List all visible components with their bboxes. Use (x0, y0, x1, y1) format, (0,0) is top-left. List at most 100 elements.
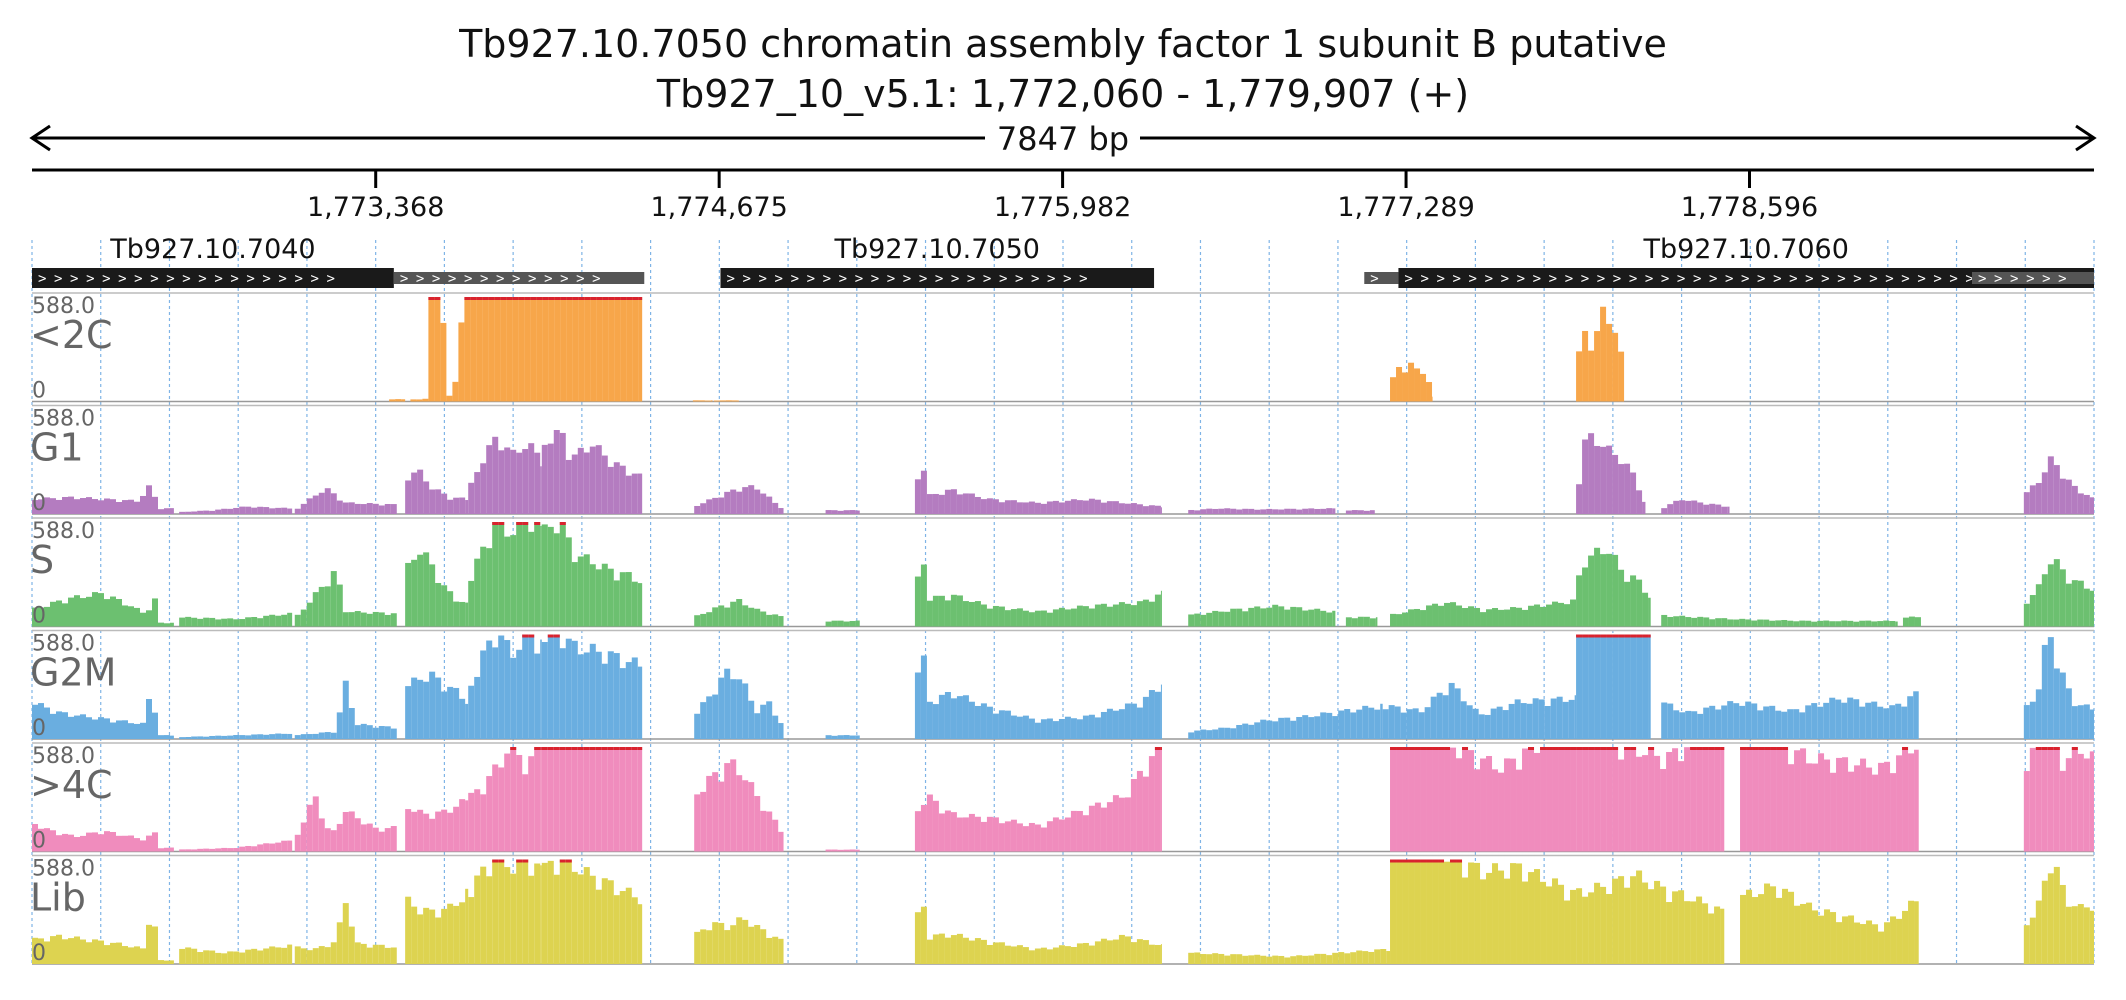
coverage-bar (637, 747, 643, 852)
coverage-bar (110, 831, 116, 852)
coverage-bar (625, 475, 632, 514)
coverage-bar (541, 444, 548, 514)
coverage-bar (536, 297, 543, 402)
coverage-bar (1302, 715, 1309, 739)
coverage-bar (1811, 621, 1818, 627)
coverage-bar (1817, 620, 1824, 627)
coverage-bar (920, 564, 927, 627)
coverage-bar (1082, 942, 1089, 964)
coverage-bar (1106, 708, 1113, 739)
coverage-bar (1594, 547, 1601, 627)
coverage-bar (1848, 915, 1855, 964)
coverage-bar (342, 811, 349, 852)
coverage-bar (134, 501, 140, 514)
coverage-bar (843, 849, 850, 852)
coverage-bar (330, 732, 337, 739)
coverage-bar (1721, 618, 1728, 627)
coverage-bar (336, 823, 343, 852)
coverage-bar (1362, 705, 1369, 739)
coverage-bar (522, 449, 529, 514)
coverage-bar (754, 713, 761, 739)
coverage-bar (1576, 351, 1583, 402)
coverage-bar (713, 400, 720, 402)
coverage-bar (1290, 508, 1297, 514)
coverage-bar (336, 584, 343, 627)
clip-marker (638, 297, 643, 300)
coverage-bar (1046, 718, 1053, 739)
coverage-bar (453, 601, 460, 627)
coverage-bar (1016, 502, 1023, 514)
coverage-bar (1326, 955, 1333, 964)
clip-marker (494, 297, 501, 300)
coverage-bar (2041, 644, 2048, 739)
coverage-bar (110, 499, 116, 514)
coverage-bar (1679, 712, 1686, 739)
coverage-bar (146, 835, 152, 852)
strand-chevrons: >>>>>> (1978, 271, 2074, 287)
clip-marker (553, 747, 560, 750)
coverage-bar (312, 733, 319, 739)
coverage-bar (2089, 497, 2094, 514)
coverage-bar (1606, 893, 1613, 964)
coverage-bar (559, 648, 566, 739)
coverage-bar (354, 611, 361, 627)
coverage-bar (1272, 604, 1279, 627)
coverage-bar (1478, 714, 1485, 739)
coverage-bar (1594, 747, 1601, 852)
clip-marker (1588, 747, 1595, 750)
coverage-bar (2047, 747, 2054, 852)
coverage-bar (766, 614, 773, 627)
clip-marker (637, 747, 643, 750)
clip-marker (565, 747, 572, 750)
clip-marker (584, 297, 591, 300)
coverage-bar (465, 703, 469, 739)
gene-label: Tb927.10.7060 (1643, 234, 1849, 265)
coverage-bar (1345, 617, 1352, 627)
coverage-bar (441, 908, 448, 964)
coverage-bar (1794, 905, 1801, 964)
coverage-bar (1266, 956, 1273, 964)
coverage-bar (962, 695, 969, 739)
coverage-bar (476, 297, 483, 402)
coverage-bar (468, 792, 475, 852)
coverage-bar (269, 614, 276, 627)
coverage-bar (510, 449, 517, 514)
coverage-bar (1375, 617, 1378, 627)
coverage-bar (1836, 922, 1843, 964)
coverage-bar (428, 297, 435, 402)
coverage-bar (1824, 909, 1831, 964)
coverage-bar (1758, 747, 1765, 852)
coverage-bar (974, 816, 981, 852)
coverage-bar (1112, 501, 1119, 514)
coverage-bar (300, 734, 307, 739)
utr-box (1972, 272, 2094, 284)
coverage-bar (1374, 709, 1381, 739)
coverage-bar (572, 297, 579, 402)
coverage-bar (1314, 953, 1321, 964)
coverage-bar (938, 494, 945, 514)
coverage-bar (547, 443, 554, 514)
coverage-bar (221, 847, 228, 852)
coverage-bar (1302, 955, 1309, 964)
coverage-bar (1345, 510, 1352, 514)
coverage-bar (831, 620, 838, 627)
coverage-bar (1709, 705, 1716, 739)
coverage-bar (1356, 709, 1363, 739)
coverage-bar (366, 823, 373, 852)
coverage-bar (843, 735, 850, 739)
coverage-bar (554, 297, 561, 402)
coverage-bar (1016, 823, 1023, 852)
coverage-bar (1148, 690, 1155, 739)
coverage-bar (1357, 616, 1364, 627)
coverage-bar (263, 843, 270, 852)
clip-marker (1690, 747, 1697, 750)
coverage-bar (938, 694, 945, 739)
coverage-bar (944, 692, 951, 739)
coverage-bar (1212, 610, 1219, 627)
coverage-bar (179, 948, 186, 964)
coverage-bar (637, 473, 643, 514)
coverage-bar (540, 639, 542, 739)
coverage-bar (1106, 501, 1113, 514)
coverage-bar (221, 618, 228, 627)
coverage-bar (547, 526, 554, 627)
